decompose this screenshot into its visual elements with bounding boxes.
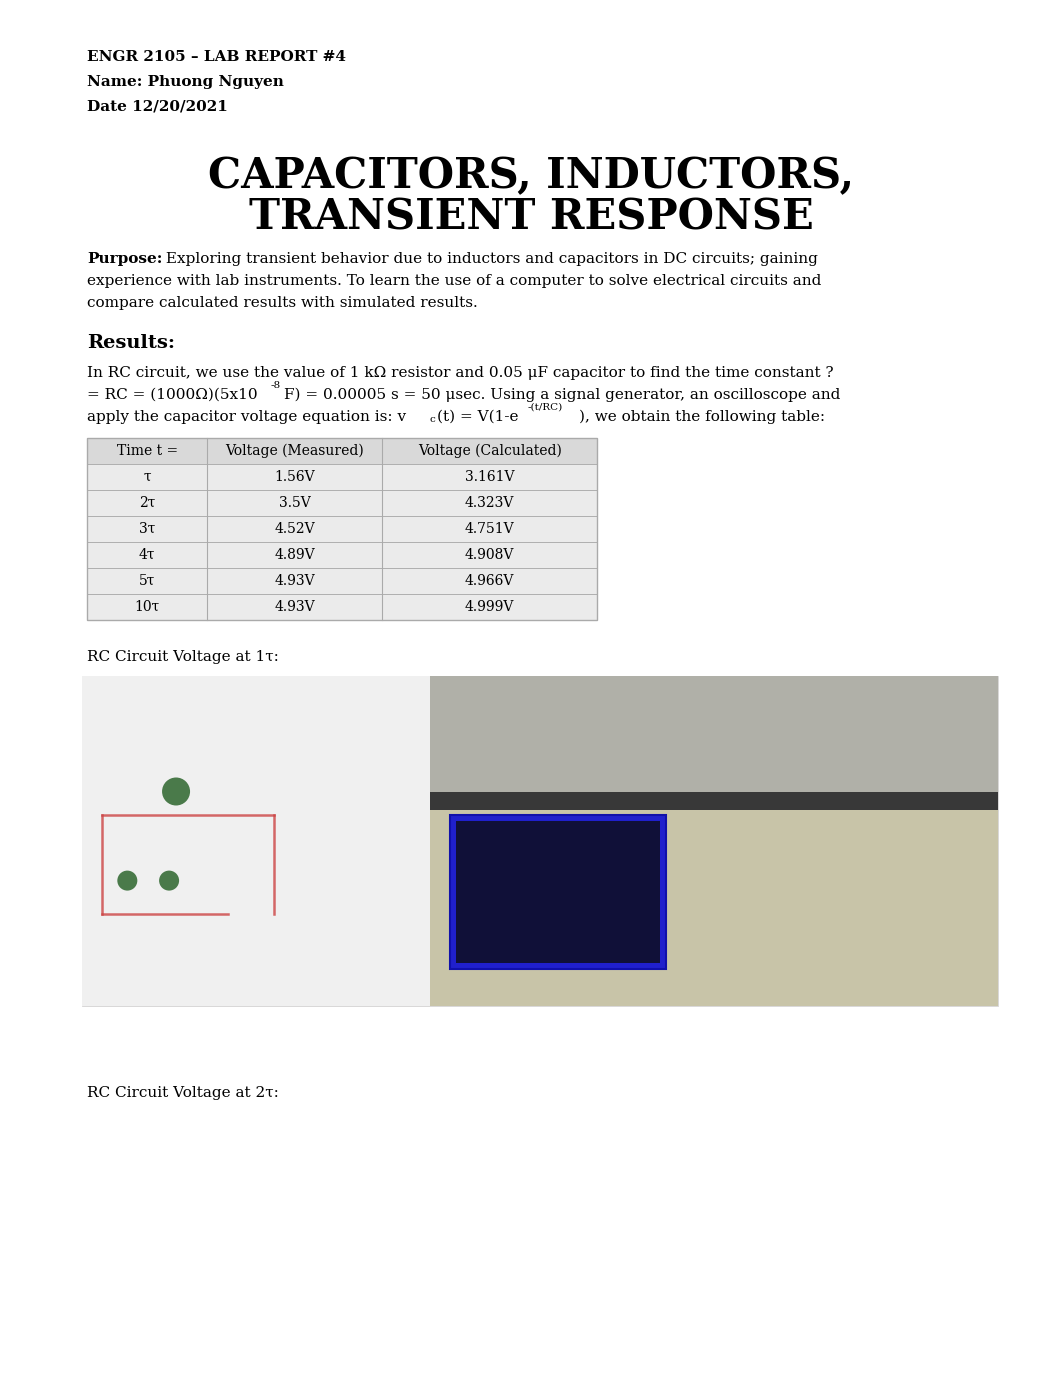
Text: 10τ: 10τ xyxy=(135,600,159,614)
Bar xyxy=(87,567,597,593)
Text: ENGR 2105 – LAB REPORT #4: ENGR 2105 – LAB REPORT #4 xyxy=(87,50,346,63)
Bar xyxy=(87,438,597,464)
Text: compare calculated results with simulated results.: compare calculated results with simulate… xyxy=(87,296,478,310)
Text: In RC circuit, we use the value of 1 kΩ resistor and 0.05 μF capacitor to find t: In RC circuit, we use the value of 1 kΩ … xyxy=(87,366,834,380)
Text: Voltage (Calculated): Voltage (Calculated) xyxy=(417,443,562,459)
Bar xyxy=(87,543,597,567)
Text: 1.56V: 1.56V xyxy=(274,470,315,483)
Text: 4.93V: 4.93V xyxy=(274,600,315,614)
Text: -8: -8 xyxy=(270,381,280,390)
Bar xyxy=(87,593,597,620)
Text: Time t =: Time t = xyxy=(117,443,177,459)
Text: 5τ: 5τ xyxy=(139,574,155,588)
Text: 4τ: 4τ xyxy=(139,548,155,562)
Text: 4.908V: 4.908V xyxy=(465,548,514,562)
Text: 4.751V: 4.751V xyxy=(465,522,514,536)
Text: F) = 0.00005 s = 50 μsec. Using a signal generator, an oscilloscope and: F) = 0.00005 s = 50 μsec. Using a signal… xyxy=(284,388,840,402)
Text: 3.5V: 3.5V xyxy=(278,496,310,509)
Text: 4.966V: 4.966V xyxy=(465,574,514,588)
Text: (t) = V(1-e: (t) = V(1-e xyxy=(438,410,518,424)
Circle shape xyxy=(117,870,137,891)
Text: Results:: Results: xyxy=(87,335,175,353)
Text: experience with lab instruments. To learn the use of a computer to solve electri: experience with lab instruments. To lear… xyxy=(87,274,822,288)
Text: Date 12/20/2021: Date 12/20/2021 xyxy=(87,101,228,114)
Bar xyxy=(430,792,998,1007)
Bar xyxy=(450,815,666,969)
Bar xyxy=(87,464,597,490)
Text: c: c xyxy=(429,414,434,424)
Text: Voltage (Measured): Voltage (Measured) xyxy=(225,443,364,459)
Text: 4.93V: 4.93V xyxy=(274,574,315,588)
Text: τ: τ xyxy=(143,470,151,483)
Text: CAPACITORS, INDUCTORS,: CAPACITORS, INDUCTORS, xyxy=(208,156,854,197)
Text: RC Circuit Voltage at 1τ:: RC Circuit Voltage at 1τ: xyxy=(87,650,279,664)
Text: Name: Phuong Nguyen: Name: Phuong Nguyen xyxy=(87,74,284,90)
Bar xyxy=(82,676,430,1007)
Bar xyxy=(87,516,597,543)
Bar xyxy=(430,792,998,810)
Text: 4.999V: 4.999V xyxy=(465,600,514,614)
Bar xyxy=(87,490,597,516)
Bar xyxy=(87,438,597,620)
Text: 4.323V: 4.323V xyxy=(465,496,514,509)
Text: Purpose:: Purpose: xyxy=(87,252,162,266)
Text: 4.89V: 4.89V xyxy=(274,548,315,562)
Text: 3.161V: 3.161V xyxy=(465,470,514,483)
Bar xyxy=(82,676,998,1007)
Circle shape xyxy=(159,870,179,891)
Bar xyxy=(456,821,660,963)
Text: TRANSIENT RESPONSE: TRANSIENT RESPONSE xyxy=(249,197,813,240)
Text: 2τ: 2τ xyxy=(139,496,155,509)
Bar xyxy=(430,676,998,792)
Text: 3τ: 3τ xyxy=(139,522,155,536)
Text: -(t/RC): -(t/RC) xyxy=(527,403,563,412)
Text: ), we obtain the following table:: ), we obtain the following table: xyxy=(579,410,825,424)
Circle shape xyxy=(162,778,190,806)
Text: Exploring transient behavior due to inductors and capacitors in DC circuits; gai: Exploring transient behavior due to indu… xyxy=(161,252,818,266)
Text: apply the capacitor voltage equation is: v: apply the capacitor voltage equation is:… xyxy=(87,410,406,424)
Text: RC Circuit Voltage at 2τ:: RC Circuit Voltage at 2τ: xyxy=(87,1086,279,1100)
Text: 4.52V: 4.52V xyxy=(274,522,315,536)
Text: = RC = (1000Ω)(5x10: = RC = (1000Ω)(5x10 xyxy=(87,388,258,402)
